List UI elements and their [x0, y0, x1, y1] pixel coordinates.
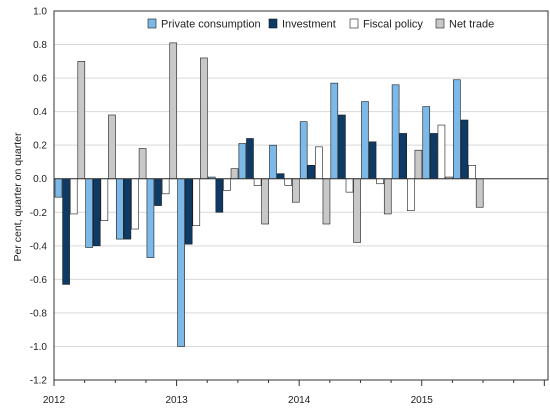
bar-investment-12 — [399, 133, 407, 180]
y-tick-label: 0.0 — [33, 174, 47, 185]
bar-fiscal-policy-12 — [406, 178, 415, 211]
bar-fiscal-policy-14 — [468, 165, 476, 180]
bar-investment-11 — [368, 141, 377, 180]
bar-private-consumption-3 — [115, 178, 124, 240]
bar-private-consumption-5 — [177, 178, 185, 347]
bar-investment-3 — [123, 178, 132, 240]
bar-investment-13 — [430, 133, 438, 180]
bar-fiscal-policy-4 — [161, 178, 170, 195]
bar-private-consumption-10 — [330, 82, 339, 180]
bar-net-trade-7 — [261, 178, 269, 225]
bar-fiscal-policy-2 — [100, 178, 109, 221]
legend-swatch — [147, 18, 157, 29]
bar-net-trade-8 — [292, 178, 300, 203]
bar-private-consumption-11 — [361, 101, 369, 180]
bar-net-trade-4 — [169, 42, 178, 180]
y-tick-label: -1.2 — [30, 376, 48, 387]
y-axis-ticks: 1.0 0.8 0.6 0.4 0.2 0.0 -0.2 -0.4 -0.6 -0.8 -1.0 -1… — [30, 7, 48, 387]
y-tick-label: 0.2 — [33, 141, 47, 152]
y-axis-label: Per cent, quarter on quarter — [12, 132, 24, 261]
bar-net-trade-1 — [77, 61, 86, 180]
x-tick-label: 2013 — [165, 395, 188, 406]
bar-private-consumption-2 — [85, 178, 93, 248]
bar-private-consumption-14 — [453, 79, 461, 180]
y-tick-label: -0.4 — [30, 241, 48, 252]
y-tick-label: -0.6 — [30, 275, 48, 286]
bar-investment-5 — [184, 178, 193, 245]
x-tick-label: 2014 — [288, 395, 311, 406]
x-tick-label: 2015 — [411, 395, 434, 406]
legend-swatch — [268, 18, 278, 29]
bar-private-consumption-9 — [299, 121, 308, 180]
legend-label: Private consumption — [161, 19, 261, 31]
legend-swatch — [349, 18, 359, 29]
bar-fiscal-policy-3 — [131, 178, 139, 230]
bar-investment-6 — [215, 178, 224, 213]
plot-frame — [53, 10, 549, 381]
y-tick-label: 0.4 — [33, 107, 47, 118]
bar-investment-8 — [276, 173, 285, 180]
legend-swatch — [435, 18, 445, 29]
legend: Private consumption Investment Fiscal poli… — [147, 18, 494, 31]
bar-net-trade-6 — [230, 168, 239, 180]
bar-private-consumption-7 — [238, 143, 247, 180]
bar-investment-4 — [154, 178, 162, 206]
bar-fiscal-policy-6 — [223, 178, 231, 191]
bar-private-consumption-8 — [269, 144, 277, 180]
y-tick-label: 0.8 — [33, 40, 47, 51]
bar-investment-10 — [338, 114, 346, 180]
bar-investment-14 — [460, 119, 469, 180]
bar-fiscal-policy-10 — [345, 178, 354, 193]
y-tick-label: 1.0 — [33, 7, 47, 18]
bar-private-consumption-13 — [422, 106, 431, 180]
y-tick-label: -0.2 — [30, 208, 48, 219]
bar-fiscal-policy-9 — [315, 146, 323, 180]
bar-fiscal-policy-8 — [284, 178, 293, 186]
x-tick-label: 2012 — [43, 395, 66, 406]
x-axis-ticks: 2012 2013 2014 2015 — [43, 380, 545, 406]
bars — [54, 42, 484, 347]
bar-private-consumption-12 — [391, 84, 400, 180]
bar-net-trade-11 — [383, 178, 392, 215]
bar-net-trade-14 — [475, 178, 484, 208]
y-tick-label: -0.8 — [30, 308, 48, 319]
bar-fiscal-policy-7 — [253, 178, 262, 186]
bar-private-consumption-1 — [54, 178, 63, 198]
bar-fiscal-policy-1 — [69, 178, 78, 215]
y-tick-label: 0.6 — [33, 74, 47, 85]
bar-net-trade-2 — [108, 114, 116, 180]
bar-net-trade-12 — [414, 149, 423, 180]
y-tick-label: -1.0 — [30, 342, 48, 353]
bar-fiscal-policy-5 — [192, 178, 201, 226]
bar-fiscal-policy-13 — [437, 124, 446, 180]
bar-fiscal-policy-11 — [376, 178, 384, 185]
bar-net-trade-3 — [138, 148, 147, 180]
bar-investment-2 — [92, 178, 101, 247]
bar-investment-7 — [246, 138, 254, 180]
bar-investment-1 — [62, 178, 70, 285]
bar-net-trade-5 — [200, 57, 208, 180]
bar-net-trade-10 — [353, 178, 361, 243]
bar-net-trade-9 — [322, 178, 331, 225]
legend-label: Investment — [282, 19, 336, 31]
legend-label: Net trade — [449, 19, 494, 31]
legend-label: Fiscal policy — [363, 19, 423, 31]
bar-private-consumption-4 — [146, 178, 155, 258]
bar-investment-9 — [307, 165, 316, 180]
